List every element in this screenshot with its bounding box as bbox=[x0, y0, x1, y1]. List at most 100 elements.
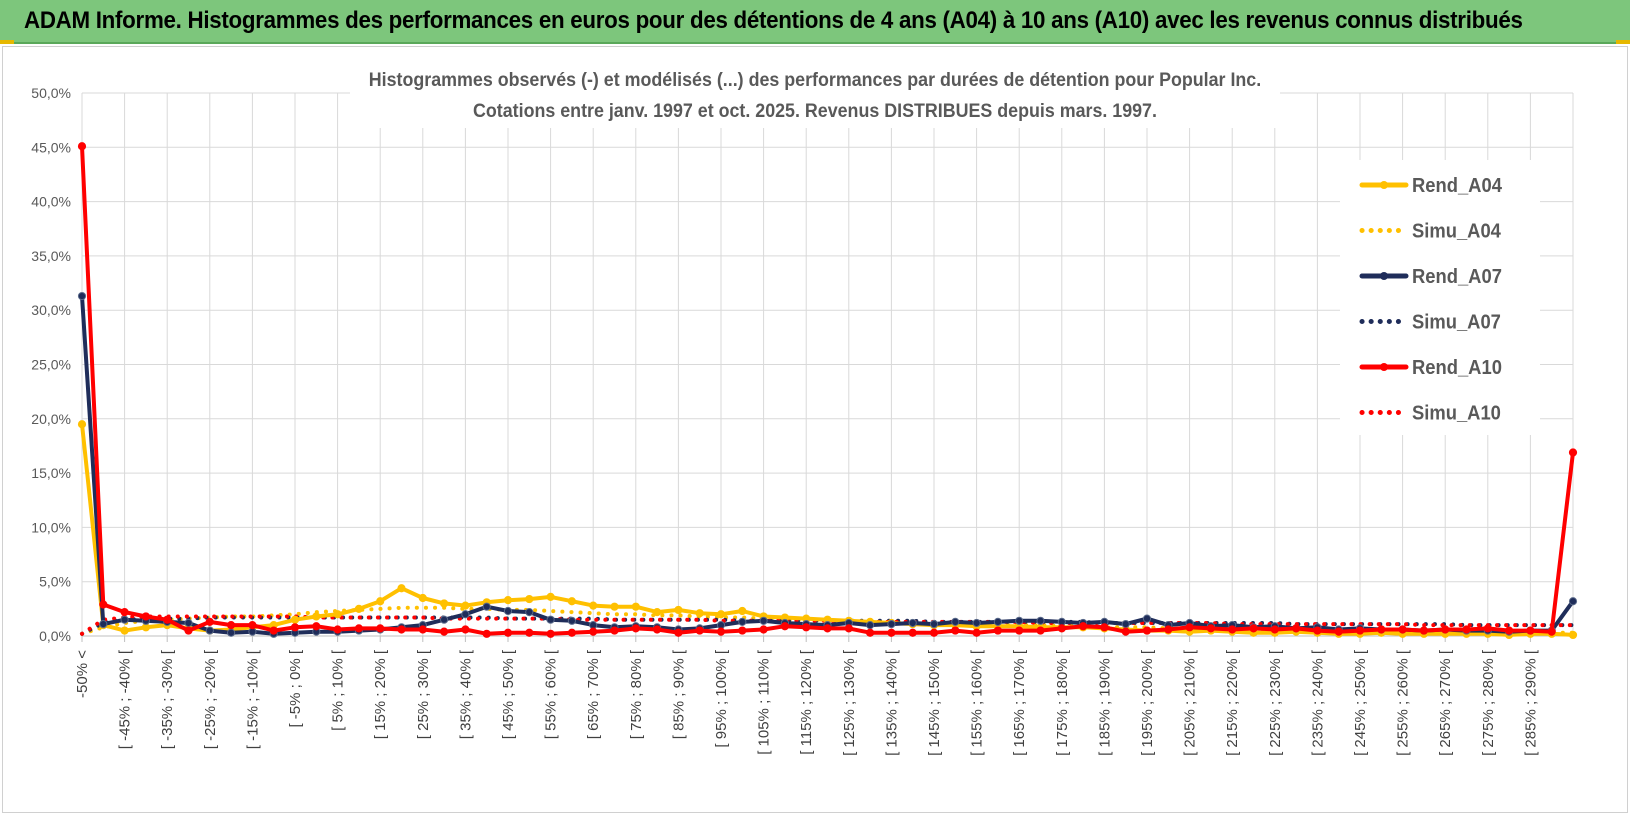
data-point-rend-a07 bbox=[567, 616, 577, 625]
data-point-rend-a07 bbox=[99, 619, 108, 629]
data-point-rend-a04 bbox=[546, 592, 555, 602]
data-point-rend-a10 bbox=[269, 626, 278, 635]
legend: Rend_A04 Simu_A04 Rend_A07 Simu_A07 Rend_A10… bbox=[1340, 160, 1540, 435]
data-point-rend-a10 bbox=[99, 600, 108, 609]
data-point-rend-a10 bbox=[972, 628, 981, 637]
chart-frame bbox=[2, 46, 1628, 813]
legend-label-simu-a04: Simu_A04 bbox=[1412, 221, 1501, 243]
x-tick-label: [ 235% ; 240% [ bbox=[1309, 649, 1326, 756]
data-point-rend-a10 bbox=[1377, 625, 1386, 634]
data-point-rend-a10 bbox=[1398, 625, 1407, 634]
data-point-rend-a10 bbox=[1057, 624, 1066, 633]
x-tick-label: [ 265% ; 270% [ bbox=[1437, 649, 1454, 756]
y-tick-label: 50,0% bbox=[31, 85, 71, 101]
data-point-rend-a04 bbox=[674, 605, 683, 615]
data-point-rend-a10 bbox=[1483, 624, 1492, 633]
data-point-rend-a10 bbox=[610, 626, 619, 635]
x-tick-label: [ 25% ; 30% [ bbox=[415, 649, 432, 739]
data-point-rend-a10 bbox=[1270, 625, 1279, 634]
data-point-rend-a10 bbox=[1185, 623, 1194, 632]
x-tick-label: [ 15% ; 20% [ bbox=[372, 649, 389, 739]
y-tick-label: 20,0% bbox=[31, 411, 71, 427]
data-point-rend-a07 bbox=[929, 619, 939, 629]
data-point-rend-a10 bbox=[1015, 626, 1024, 635]
x-tick-label: [ 285% ; 290% [ bbox=[1522, 649, 1539, 756]
legend-marker-rend-a10 bbox=[1380, 363, 1388, 371]
data-point-rend-a10 bbox=[1462, 625, 1471, 634]
data-point-rend-a10 bbox=[248, 621, 257, 630]
data-point-rend-a07 bbox=[227, 628, 236, 637]
x-tick-label: [ 165% ; 170% [ bbox=[1011, 649, 1028, 756]
series-line-rend-a04 bbox=[80, 422, 1575, 637]
data-point-rend-a10 bbox=[525, 628, 534, 637]
x-tick-label: [ 115% ; 120% [ bbox=[798, 649, 815, 755]
x-tick-label: [ 245% ; 250% [ bbox=[1352, 649, 1369, 756]
data-point-rend-a10 bbox=[1441, 625, 1450, 634]
data-point-rend-a04 bbox=[631, 602, 640, 611]
data-point-rend-a07 bbox=[503, 606, 513, 616]
data-point-rend-a07 bbox=[1015, 616, 1024, 625]
data-point-rend-a07 bbox=[1142, 614, 1152, 623]
data-point-rend-a07 bbox=[525, 608, 534, 617]
corner-mark-right bbox=[1616, 40, 1630, 44]
data-point-rend-a10 bbox=[440, 627, 449, 636]
legend-label-simu-a10: Simu_A10 bbox=[1412, 403, 1501, 425]
x-tick-label: [ 225% ; 230% [ bbox=[1267, 649, 1284, 756]
data-point-rend-a10 bbox=[290, 623, 300, 632]
data-point-rend-a04 bbox=[120, 626, 129, 635]
chart-title: Histogrammes observés (-) et modélisés (… bbox=[369, 68, 1261, 90]
series-group bbox=[77, 142, 1578, 640]
data-point-rend-a10 bbox=[120, 608, 129, 617]
data-point-rend-a04 bbox=[653, 608, 662, 617]
data-point-rend-a10 bbox=[1036, 626, 1045, 635]
data-point-rend-a04 bbox=[503, 596, 513, 605]
data-point-rend-a10 bbox=[993, 626, 1003, 635]
data-point-rend-a04 bbox=[418, 593, 427, 603]
grid bbox=[81, 92, 1574, 637]
x-tick-label: [ 5% ; 10% [ bbox=[330, 649, 347, 731]
header-banner: ADAM Informe. Histogrammes des performan… bbox=[0, 0, 1630, 44]
y-tick-label: 45,0% bbox=[31, 139, 71, 155]
legend-background bbox=[1340, 160, 1540, 435]
x-tick-label: [ 205% ; 210% [ bbox=[1182, 649, 1199, 756]
x-tick-label: [ 215% ; 220% [ bbox=[1224, 649, 1241, 756]
x-tick-label: [ 35% ; 40% [ bbox=[457, 649, 474, 739]
y-tick-label: 5,0% bbox=[39, 574, 71, 590]
data-point-rend-a10 bbox=[482, 629, 491, 638]
data-point-rend-a04 bbox=[567, 597, 577, 606]
data-point-rend-a10 bbox=[823, 624, 832, 633]
data-point-rend-a10 bbox=[1505, 626, 1514, 635]
data-point-rend-a04 bbox=[1568, 630, 1578, 640]
data-point-rend-a10 bbox=[227, 621, 236, 630]
x-tick-label: [ 185% ; 190% [ bbox=[1096, 649, 1113, 756]
x-tick-label: [ 105% ; 110% [ bbox=[756, 649, 773, 755]
y-tick-label: 35,0% bbox=[31, 248, 71, 264]
data-point-rend-a10 bbox=[1142, 626, 1152, 635]
data-point-rend-a04 bbox=[589, 601, 598, 610]
x-tick-label: -50% < bbox=[74, 650, 91, 698]
data-point-rend-a10 bbox=[1100, 623, 1109, 632]
x-tick-label: [ 95% ; 100% [ bbox=[713, 649, 730, 747]
data-point-rend-a10 bbox=[376, 624, 385, 633]
data-point-rend-a10 bbox=[674, 628, 683, 637]
y-tick-label: 10,0% bbox=[31, 519, 71, 535]
legend-marker-rend-a07 bbox=[1380, 272, 1388, 280]
data-point-rend-a10 bbox=[1164, 625, 1173, 634]
legend-label-rend-a07: Rend_A07 bbox=[1412, 266, 1502, 288]
y-tick-label: 40,0% bbox=[31, 194, 71, 210]
data-point-rend-a10 bbox=[333, 625, 342, 634]
data-point-rend-a10 bbox=[1547, 627, 1556, 636]
data-point-rend-a10 bbox=[589, 627, 598, 636]
data-point-rend-a10 bbox=[77, 142, 87, 151]
data-point-rend-a04 bbox=[290, 615, 300, 624]
data-point-rend-a04 bbox=[610, 602, 619, 611]
x-tick-label: [ 45% ; 50% [ bbox=[500, 649, 517, 739]
legend-marker-rend-a04 bbox=[1380, 181, 1388, 189]
legend-label-rend-a04: Rend_A04 bbox=[1412, 175, 1502, 197]
data-point-rend-a07 bbox=[759, 616, 768, 625]
data-point-rend-a04 bbox=[738, 606, 747, 616]
data-point-rend-a07 bbox=[1036, 616, 1045, 625]
data-point-rend-a10 bbox=[461, 625, 470, 634]
data-point-rend-a07 bbox=[1121, 619, 1130, 629]
data-point-rend-a10 bbox=[1419, 626, 1429, 635]
